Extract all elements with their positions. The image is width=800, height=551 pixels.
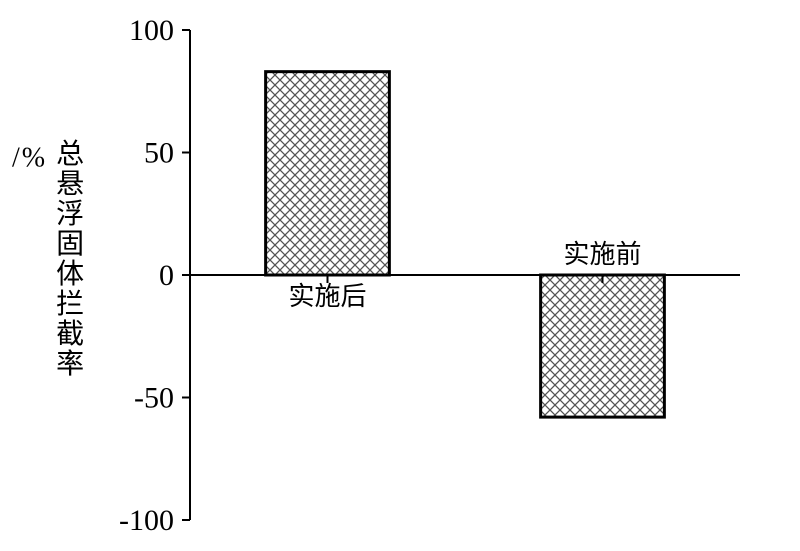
y-tick-label: -50 <box>134 382 174 415</box>
y-tick-label: -100 <box>119 504 174 537</box>
y-tick-label: 100 <box>129 14 174 47</box>
y-tick-label: 0 <box>159 259 174 292</box>
chart-container: 总悬浮固体拦截率/% -100-50050100实施后实施前 <box>0 0 800 551</box>
plot-svg: -100 -50 0 50 100 实施后 实施前 <box>0 0 800 551</box>
bar-1 <box>541 275 665 417</box>
y-tick-label: 50 <box>144 137 174 170</box>
category-label-1: 实施前 <box>563 240 641 269</box>
bar-0 <box>266 72 390 275</box>
category-label-0: 实施后 <box>288 282 366 311</box>
